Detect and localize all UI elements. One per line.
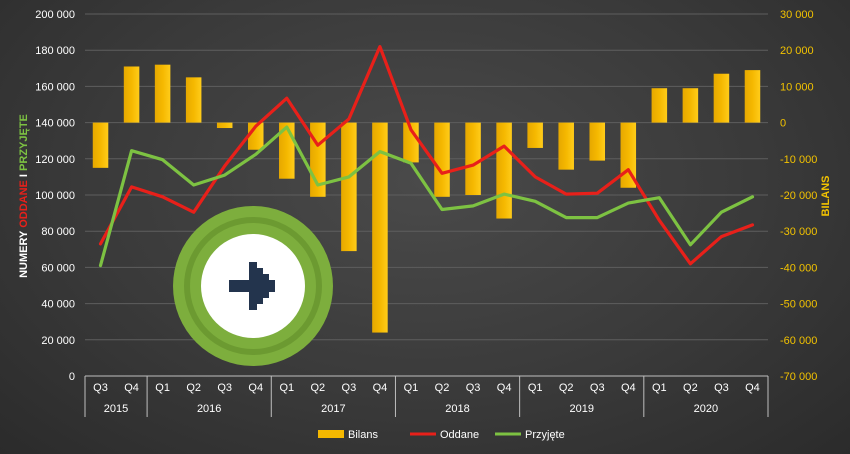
left-tick-label: 140 000: [35, 118, 75, 130]
bar-bilans: [589, 122, 606, 161]
left-axis-title-part: I: [18, 171, 30, 180]
x-axis: Q3 Q4 Q1 Q2 Q3 Q4 Q1 Q2 Q3 Q4 Q1 Q2 Q3 Q4 Q1 Q2 Q3 Q4 Q1 Q2…: [84, 375, 769, 417]
year-label: 2017: [321, 403, 345, 415]
x-tick-label: Q3: [342, 382, 357, 394]
legend-label-bilans: Bilans: [348, 429, 378, 441]
x-tick-label: Q3: [93, 382, 108, 394]
right-tick-label: -50 000: [780, 299, 817, 311]
series-lines: [98, 44, 755, 268]
right-tick-label: -70 000: [780, 371, 817, 383]
right-axis-ticks: -70 000 -60 000 -50 000 -40 000 -30 000 -20 0…: [780, 9, 817, 383]
legend-label-przyjete: Przyjęte: [525, 429, 565, 441]
left-tick-label: 20 000: [41, 335, 75, 347]
x-tick-label: Q3: [466, 382, 481, 394]
bar-bilans: [496, 122, 512, 219]
right-tick-label: 20 000: [780, 45, 814, 57]
left-tick-label: 120 000: [35, 154, 75, 166]
bar-bilans: [744, 70, 761, 123]
right-tick-label: -20 000: [780, 190, 817, 202]
x-tick-label: Q2: [310, 382, 325, 394]
x-tick-label: Q2: [683, 382, 698, 394]
left-tick-label: 180 000: [35, 45, 75, 57]
x-tick-label: Q4: [248, 382, 263, 394]
right-tick-label: -30 000: [780, 226, 817, 238]
legend-label-oddane: Oddane: [440, 429, 479, 441]
year-label: 2015: [104, 403, 128, 415]
bar-bilans: [372, 122, 388, 333]
year-label: 2019: [569, 403, 593, 415]
right-tick-label: 10 000: [780, 81, 814, 93]
year-label: 2020: [694, 403, 718, 415]
left-axis-ticks: 0 20 000 40 000 60 000 80 000 100 000 120 000 1…: [35, 9, 75, 383]
right-tick-label: -60 000: [780, 335, 817, 347]
right-axis-title: BILANS: [820, 176, 832, 217]
x-tick-label: Q4: [497, 382, 512, 394]
x-tick-label: Q4: [621, 382, 636, 394]
bar-bilans: [527, 122, 543, 148]
left-tick-label: 80 000: [41, 226, 75, 238]
bar-bilans: [92, 122, 109, 168]
x-tick-label: Q3: [217, 382, 232, 394]
legend: Bilans Oddane Przyjęte: [318, 429, 565, 441]
play-button-inner-ring: [184, 217, 322, 355]
bar-bilans: [465, 122, 481, 195]
x-tick-label: Q1: [279, 382, 294, 394]
bar-bilans: [341, 122, 357, 252]
right-tick-label: 30 000: [780, 9, 814, 21]
line-przyjete: [98, 125, 755, 268]
bar-bilans: [651, 88, 668, 123]
left-tick-label: 160 000: [35, 81, 75, 93]
bar-bilans: [713, 73, 730, 123]
play-button[interactable]: [173, 206, 333, 366]
left-tick-label: 60 000: [41, 262, 75, 274]
bar-bilans: [154, 64, 171, 123]
left-tick-label: 0: [69, 371, 75, 383]
bar-bilans: [682, 88, 699, 123]
x-tick-label: Q1: [155, 382, 170, 394]
arrow-right-icon: [229, 262, 275, 310]
bilans-bars: [92, 64, 761, 333]
bar-bilans: [216, 122, 233, 129]
left-tick-label: 40 000: [41, 299, 75, 311]
left-axis-title-part: PRZYJĘTE: [18, 114, 30, 171]
year-label: 2018: [445, 403, 469, 415]
left-tick-label: 200 000: [35, 9, 75, 21]
x-tick-label: Q3: [714, 382, 729, 394]
year-label: 2016: [197, 403, 221, 415]
x-tick-label: Q2: [186, 382, 201, 394]
left-axis-title-part: ODDANE: [18, 180, 30, 228]
x-tick-label: Q4: [745, 382, 760, 394]
left-axis-title-part: NUMERY: [18, 228, 30, 278]
x-tick-label: Q4: [124, 382, 139, 394]
bar-bilans: [123, 66, 140, 123]
right-tick-label: 0: [780, 118, 786, 130]
left-axis-title: NUMERY ODDANE I PRZYJĘTE: [18, 114, 30, 278]
x-tick-label: Q2: [435, 382, 450, 394]
right-tick-label: -40 000: [780, 262, 817, 274]
x-tick-label: Q1: [528, 382, 543, 394]
x-tick-label: Q4: [373, 382, 388, 394]
x-tick-label: Q1: [404, 382, 419, 394]
line-oddane: [98, 44, 755, 266]
bar-bilans: [434, 122, 450, 197]
x-tick-label: Q2: [559, 382, 574, 394]
bar-bilans: [185, 77, 202, 123]
right-tick-label: -10 000: [780, 154, 817, 166]
x-tick-label: Q1: [652, 382, 667, 394]
bar-bilans: [558, 122, 574, 170]
legend-swatch-bilans: [318, 430, 344, 438]
x-tick-label: Q3: [590, 382, 605, 394]
left-tick-label: 100 000: [35, 190, 75, 202]
